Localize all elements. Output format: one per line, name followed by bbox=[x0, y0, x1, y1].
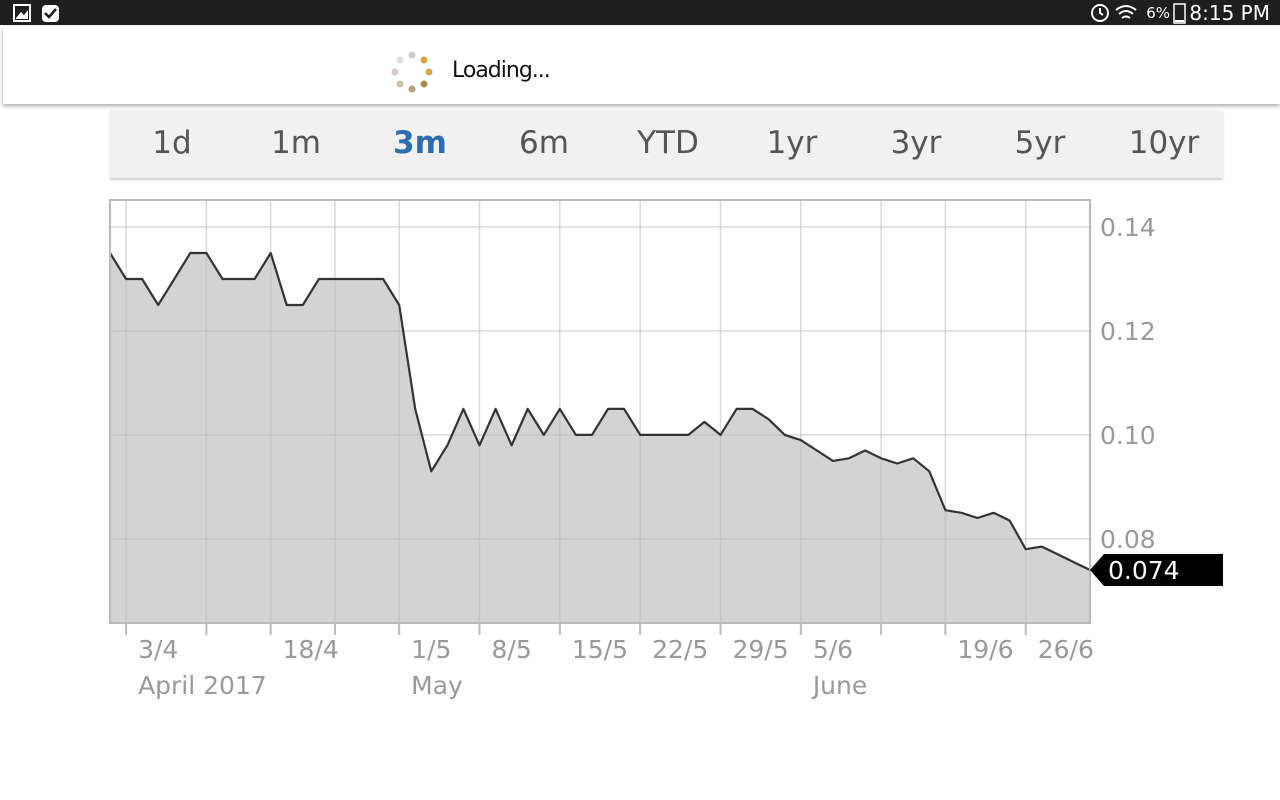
battery-icon bbox=[1173, 3, 1186, 24]
range-tab[interactable]: 3yr bbox=[890, 125, 942, 161]
x-tick-label: 3/4 bbox=[138, 635, 178, 664]
month-label: April 2017 bbox=[138, 671, 267, 700]
x-tick-label: 29/5 bbox=[732, 635, 788, 664]
range-tab[interactable]: 1yr bbox=[766, 125, 818, 161]
y-tick-label: 0.14 bbox=[1100, 213, 1156, 242]
x-tick-label: 8/5 bbox=[492, 635, 532, 664]
x-tick-label: 22/5 bbox=[652, 635, 708, 664]
battery-level: 6% bbox=[1146, 4, 1170, 22]
x-tick-label: 26/6 bbox=[1038, 635, 1094, 664]
price-area bbox=[110, 253, 1090, 623]
month-label: May bbox=[411, 671, 463, 700]
clock: 8:15 PM bbox=[1189, 1, 1270, 25]
y-tick-label: 0.12 bbox=[1100, 317, 1156, 346]
x-tick-label: 18/4 bbox=[283, 635, 339, 664]
last-value-label: 0.074 bbox=[1108, 556, 1180, 585]
range-tab[interactable]: 1d bbox=[152, 125, 192, 161]
price-line bbox=[109, 251, 1091, 571]
x-tick-label: 5/6 bbox=[813, 635, 853, 664]
last-value-tag bbox=[1090, 553, 1223, 586]
range-tab[interactable]: 6m bbox=[519, 125, 569, 161]
notification-icons bbox=[13, 4, 59, 22]
y-tick-label: 0.08 bbox=[1100, 525, 1156, 554]
x-tick-label: 19/6 bbox=[957, 635, 1013, 664]
range-tab[interactable]: 5yr bbox=[1014, 125, 1066, 161]
range-tab[interactable]: 3m bbox=[393, 125, 447, 161]
range-tab[interactable]: 1m bbox=[271, 125, 321, 161]
loading-dialog: Loading... bbox=[3, 27, 1280, 104]
x-tick-label: 15/5 bbox=[572, 635, 628, 664]
x-tick-label: 1/5 bbox=[411, 635, 451, 664]
plot-border bbox=[109, 199, 1091, 624]
loading-text: Loading... bbox=[452, 58, 551, 83]
y-tick-label: 0.10 bbox=[1100, 421, 1156, 450]
spinner bbox=[391, 51, 433, 93]
status-bar: 6% 8:15 PM bbox=[0, 0, 1280, 25]
range-tabs: 1d 1m 3m 6m YTD 1yr 3yr 5yr 10yr bbox=[110, 110, 1223, 178]
range-tab[interactable]: YTD bbox=[637, 125, 699, 161]
month-label: June bbox=[811, 671, 867, 700]
range-tab[interactable]: 10yr bbox=[1128, 125, 1200, 161]
system-icons bbox=[1091, 4, 1137, 22]
